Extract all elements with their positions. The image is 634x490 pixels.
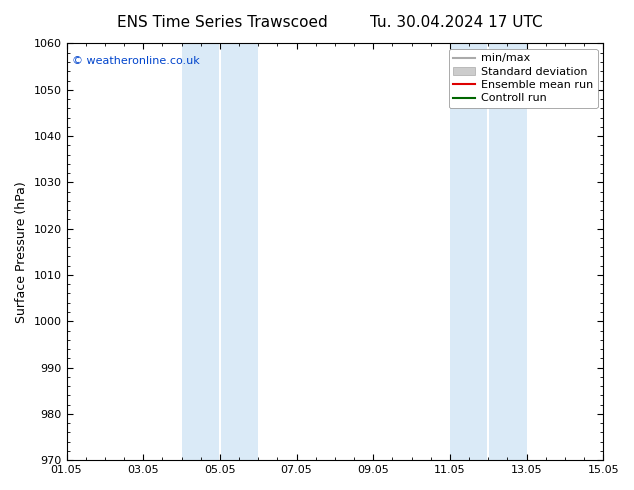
Legend: min/max, Standard deviation, Ensemble mean run, Controll run: min/max, Standard deviation, Ensemble me… xyxy=(449,49,598,108)
Bar xyxy=(489,44,526,460)
Bar xyxy=(450,44,488,460)
Text: Tu. 30.04.2024 17 UTC: Tu. 30.04.2024 17 UTC xyxy=(370,15,543,30)
Text: ENS Time Series Trawscoed: ENS Time Series Trawscoed xyxy=(117,15,327,30)
Bar xyxy=(181,44,219,460)
Y-axis label: Surface Pressure (hPa): Surface Pressure (hPa) xyxy=(15,181,28,323)
Bar xyxy=(221,44,258,460)
Text: © weatheronline.co.uk: © weatheronline.co.uk xyxy=(72,56,200,66)
